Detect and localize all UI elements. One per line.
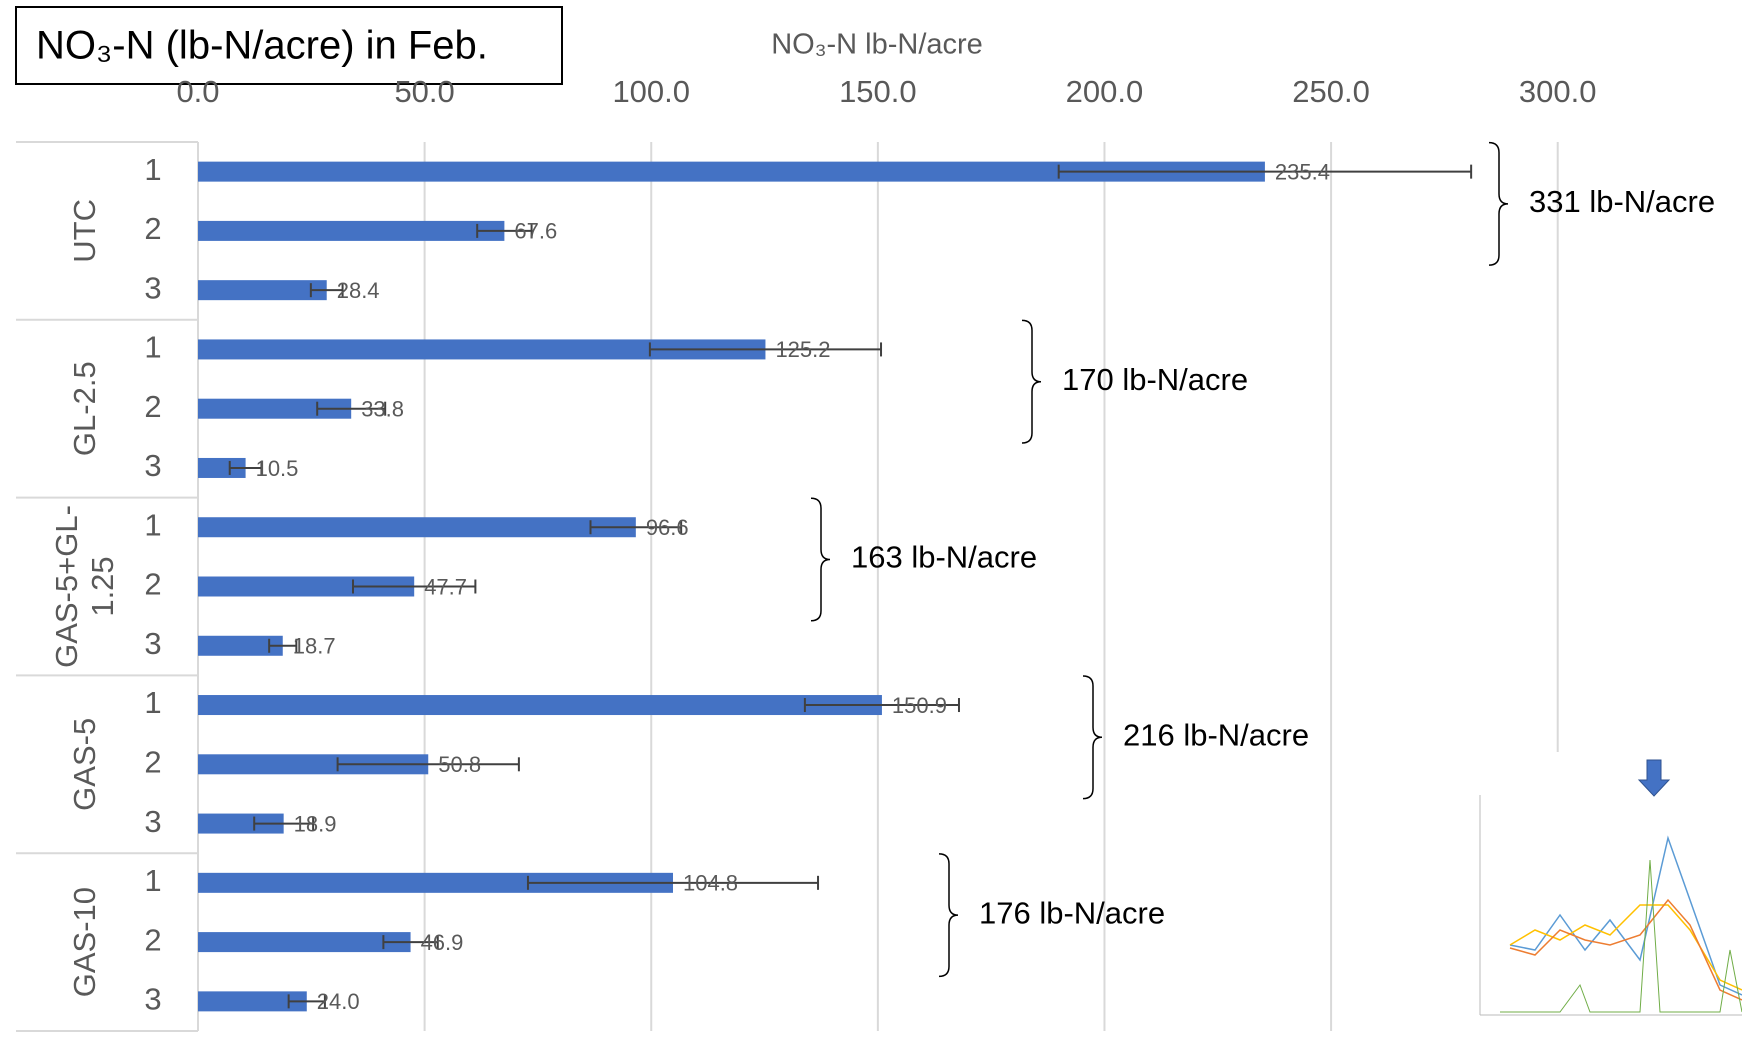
brace (810, 497, 831, 622)
error-bar (648, 342, 883, 357)
inset-line (1509, 904, 1742, 991)
annotation: 331 lb-N/acre (1529, 184, 1715, 219)
data-label: 125.2 (775, 337, 830, 362)
bar (198, 754, 429, 775)
inset-background (1440, 752, 1742, 1038)
x-tick-label: 250.0 (1292, 74, 1370, 109)
bar (198, 398, 352, 419)
x-tick-label: 100.0 (612, 74, 690, 109)
x-tick-label: 0.0 (176, 74, 219, 109)
data-label: 67.6 (514, 219, 557, 244)
brace (1082, 675, 1103, 800)
error-bar (526, 875, 820, 890)
title-box (15, 6, 563, 85)
bar (198, 220, 505, 241)
data-label: 150.9 (892, 693, 947, 718)
y-tick-label: 3 (144, 626, 161, 661)
bar (198, 991, 307, 1012)
error-bar (382, 935, 439, 950)
bar (198, 813, 284, 834)
x-tick-label: 200.0 (1066, 74, 1144, 109)
inset-image (1440, 752, 1742, 1038)
inset-line (1500, 859, 1742, 1013)
y-tick-label: 1 (144, 330, 161, 365)
x-tick-label: 150.0 (839, 74, 917, 109)
bar (198, 457, 246, 478)
y-tick-label: 3 (144, 982, 161, 1017)
bar (198, 576, 415, 597)
error-bar (287, 994, 326, 1009)
annotation: 216 lb-N/acre (1123, 717, 1309, 752)
data-label: 33.8 (361, 397, 404, 422)
data-label: 46.9 (421, 930, 464, 955)
error-bar (1057, 164, 1473, 179)
y-tick-label: 1 (144, 152, 161, 187)
data-label: 47.7 (424, 574, 467, 599)
error-bar (309, 283, 344, 298)
data-label: 24.0 (317, 989, 360, 1014)
error-bar (589, 520, 683, 535)
bar (198, 161, 1265, 182)
annotation: 163 lb-N/acre (851, 540, 1037, 575)
bar (198, 517, 636, 538)
y-tick-label: 2 (144, 922, 161, 957)
brace (1021, 319, 1042, 444)
y-tick-label: 1 (144, 685, 161, 720)
y-tick-label: 2 (144, 211, 161, 246)
group-label: GAS-5+GL- (49, 505, 84, 668)
annotation: 176 lb-N/acre (979, 895, 1165, 930)
bar (198, 932, 411, 953)
brace (1488, 141, 1509, 266)
group-label: GAS-10 (67, 887, 102, 997)
error-bar (336, 757, 520, 772)
y-tick-label: 1 (144, 507, 161, 542)
y-tick-label: 3 (144, 448, 161, 483)
bar (198, 872, 673, 893)
group-label: UTC (67, 199, 102, 263)
bar (198, 635, 283, 656)
brace (938, 853, 959, 978)
group-label: 1.25 (85, 556, 120, 616)
error-bar (316, 401, 387, 416)
annotation: 170 lb-N/acre (1062, 362, 1248, 397)
error-bar (228, 460, 263, 475)
y-tick-label: 1 (144, 863, 161, 898)
data-label: 50.8 (438, 752, 481, 777)
data-label: 235.4 (1275, 159, 1330, 184)
inset-line (1509, 898, 1742, 1001)
chart-title: NO₃-N (lb-N/acre) in Feb. (36, 24, 488, 68)
y-tick-label: 3 (144, 270, 161, 305)
inset-arrow (1637, 759, 1671, 797)
bar (198, 280, 327, 301)
bar (198, 339, 766, 360)
x-axis-label: NO₃-N lb-N/acre (771, 29, 983, 61)
error-bar (803, 698, 960, 713)
data-label: 28.4 (337, 278, 380, 303)
error-bar (268, 638, 298, 653)
data-label: 96.6 (646, 515, 689, 540)
data-label: 104.8 (683, 871, 738, 896)
x-tick-label: 50.0 (394, 74, 454, 109)
data-label: 18.7 (293, 634, 336, 659)
error-bar (476, 223, 533, 238)
x-tick-label: 300.0 (1519, 74, 1597, 109)
error-bar (253, 816, 315, 831)
error-bar (352, 579, 477, 594)
y-tick-label: 2 (144, 744, 161, 779)
y-tick-label: 2 (144, 567, 161, 602)
data-label: 10.5 (256, 456, 299, 481)
y-tick-label: 3 (144, 804, 161, 839)
bar (198, 695, 882, 716)
group-label: GL-2.5 (67, 361, 102, 456)
data-label: 18.9 (294, 811, 337, 836)
group-label: GAS-5 (67, 718, 102, 811)
y-tick-label: 2 (144, 389, 161, 424)
